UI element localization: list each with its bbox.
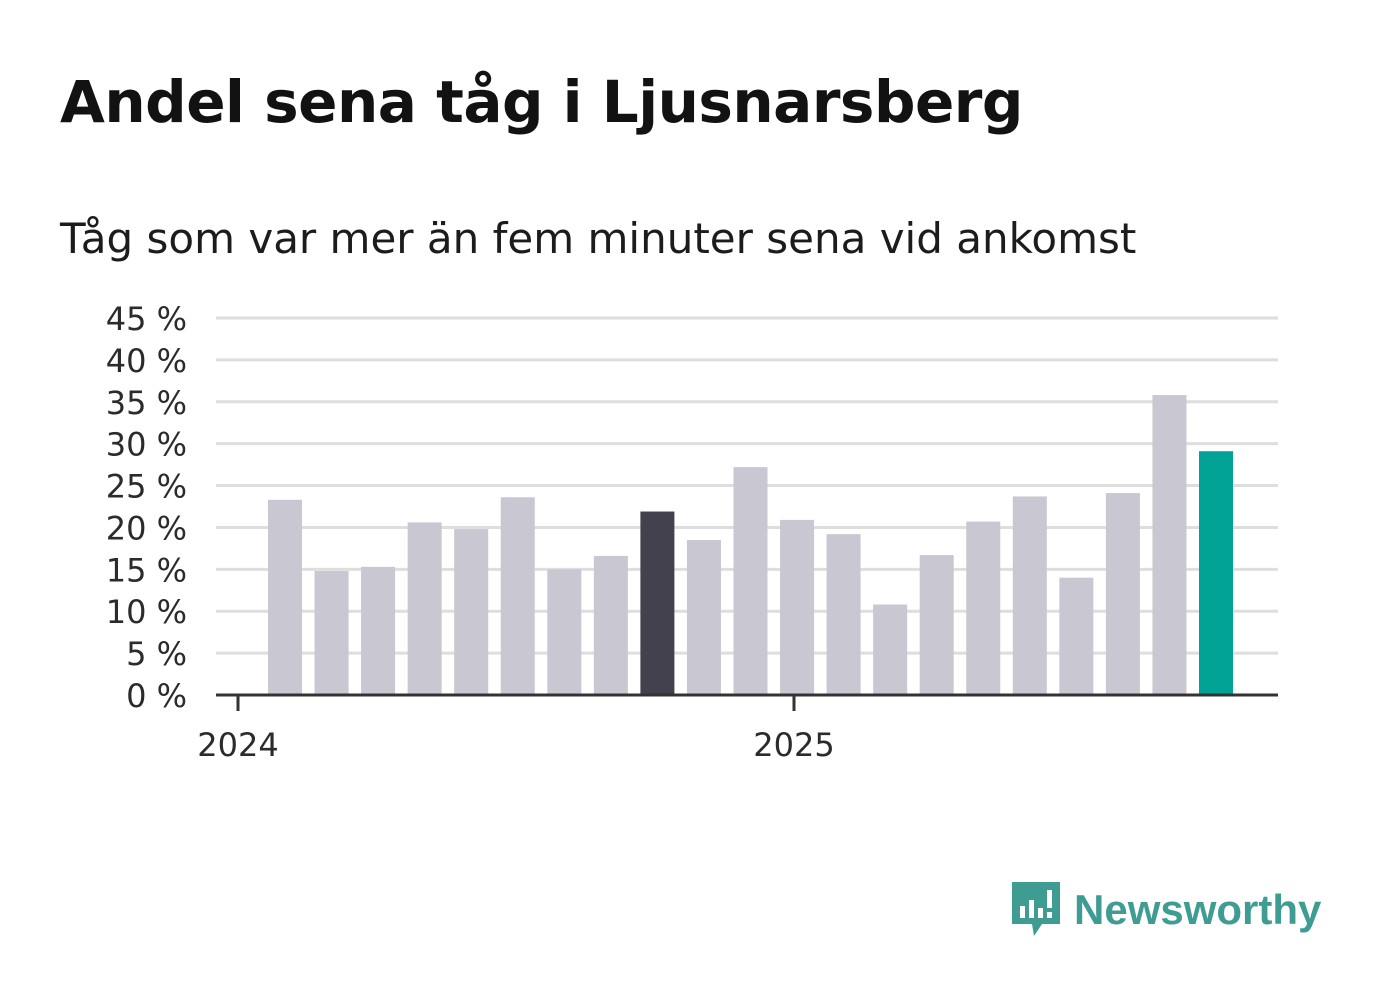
bar xyxy=(1199,451,1233,695)
newsworthy-logo: Newsworthy xyxy=(1010,878,1321,942)
bar xyxy=(966,521,1001,695)
y-tick-label: 30 % xyxy=(106,426,187,464)
bar xyxy=(454,529,489,695)
bar xyxy=(1152,395,1187,695)
bar xyxy=(826,534,861,695)
bar xyxy=(500,497,535,695)
bar xyxy=(919,555,954,695)
bar xyxy=(314,571,349,695)
bar xyxy=(733,467,768,695)
chart-title: Andel sena tåg i Ljusnarsberg xyxy=(60,68,1023,136)
bar xyxy=(1059,577,1094,695)
logo-text: Newsworthy xyxy=(1074,886,1322,933)
chart-subtitle: Tåg som var mer än fem minuter sena vid … xyxy=(60,214,1137,263)
bar xyxy=(268,499,302,695)
y-tick-label: 10 % xyxy=(106,593,187,631)
bar xyxy=(547,569,582,695)
bars xyxy=(268,395,1233,695)
y-tick-label: 45 % xyxy=(106,300,187,338)
y-tick-label: 25 % xyxy=(106,468,187,506)
y-tick-label: 15 % xyxy=(106,551,187,589)
bar xyxy=(593,555,628,695)
bar xyxy=(780,519,815,695)
x-tick-label: 2025 xyxy=(753,726,834,764)
bar-chart-speech-bubble-icon xyxy=(1012,882,1060,936)
bar xyxy=(1105,493,1140,695)
y-tick-label: 35 % xyxy=(106,384,187,422)
bar xyxy=(1012,496,1047,695)
bar xyxy=(361,566,396,695)
bar xyxy=(686,540,721,695)
axes: 0 % 5 % 10 % 15 % 20 %25 % 30 % 35 % 40 % 45 % 20… xyxy=(106,300,1278,764)
x-tick-label: 2024 xyxy=(197,726,278,764)
y-tick-label: 40 % xyxy=(106,342,187,380)
bar xyxy=(873,604,908,695)
bar xyxy=(640,511,675,695)
y-tick-label: 20 % xyxy=(106,509,187,547)
bar xyxy=(407,522,442,695)
y-tick-label: 5 % xyxy=(126,635,187,673)
y-tick-label: 0 % xyxy=(126,677,187,715)
